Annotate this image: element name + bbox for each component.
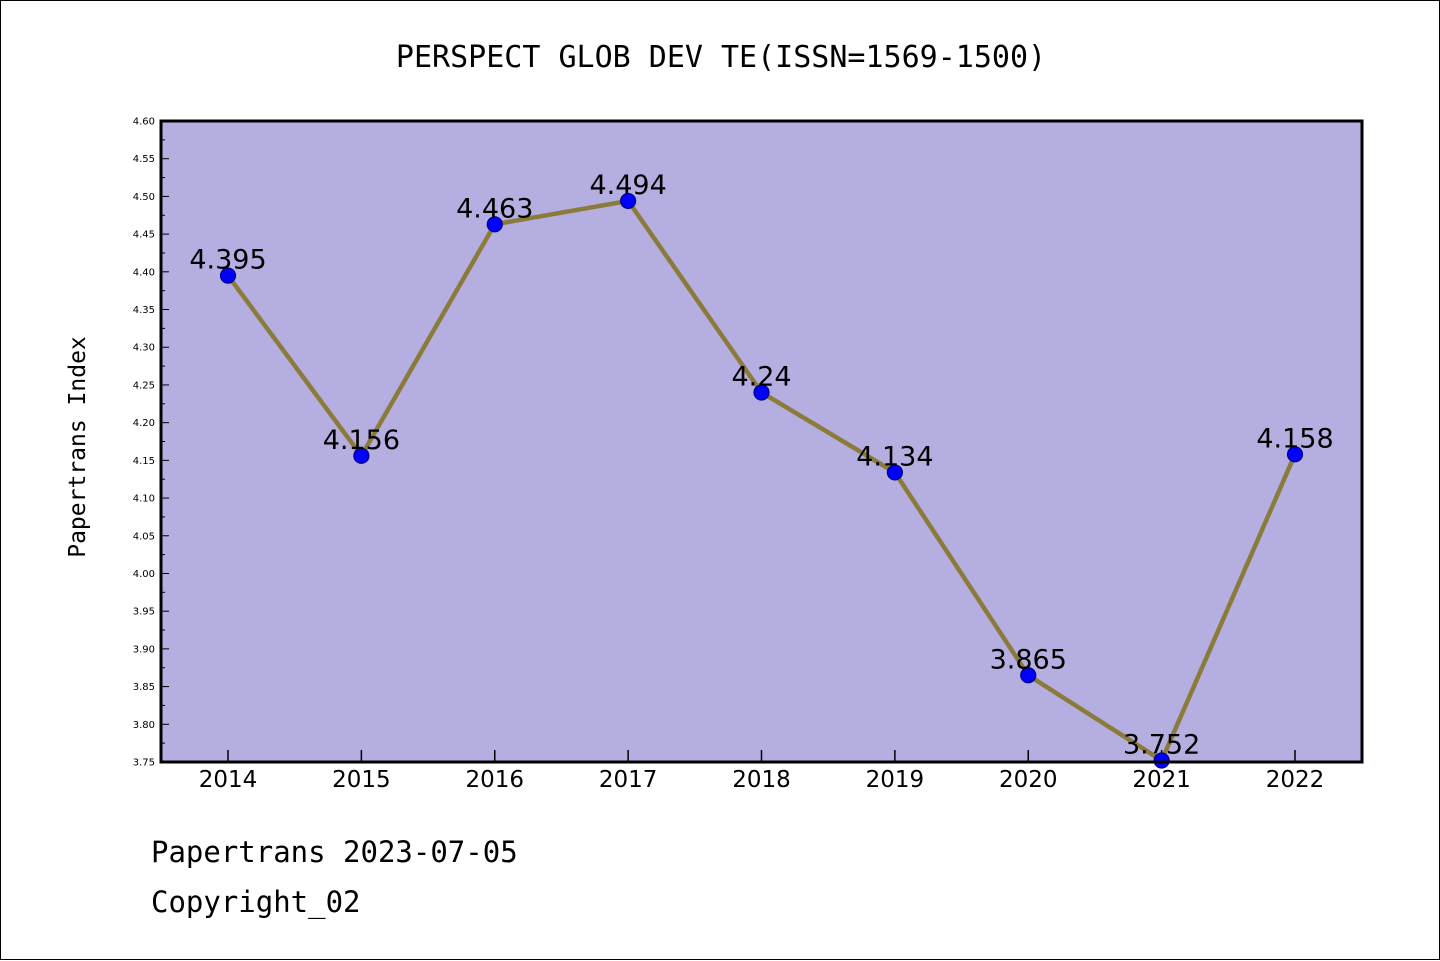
- x-tick-label: 2018: [732, 767, 791, 793]
- x-tick-label: 2021: [1132, 767, 1191, 793]
- y-tick-label: 4.60: [133, 117, 155, 128]
- y-tick-label: 4.10: [133, 494, 155, 505]
- data-point: [886, 464, 903, 481]
- y-axis-label: Papertrans Index: [65, 336, 91, 558]
- x-tick-label: 2015: [332, 767, 391, 793]
- y-tick-label: 3.95: [133, 607, 155, 618]
- data-label: 4.494: [589, 170, 666, 201]
- footer-date: Papertrans 2023-07-05: [151, 835, 518, 869]
- data-label: 4.463: [456, 193, 533, 224]
- data-label: 4.24: [731, 361, 791, 392]
- footer-copyright: Copyright_02: [151, 885, 361, 919]
- y-tick-label: 3.90: [133, 644, 155, 655]
- series-markers: [219, 192, 1304, 769]
- chart-title: PERSPECT GLOB DEV TE(ISSN=1569-1500): [396, 40, 1046, 75]
- data-point: [219, 267, 237, 284]
- y-tick-label: 4.20: [133, 418, 155, 429]
- x-tick-label: 2014: [199, 767, 258, 793]
- axis-ticks: 3.75 3.80 3.85 3.90 3.95 4.00 4.05 4.10 4.15 4.20…: [133, 117, 1325, 794]
- y-tick-label: 4.50: [133, 192, 155, 203]
- x-tick-label: 2016: [465, 767, 524, 793]
- plot-border: [159, 119, 1364, 764]
- y-tick-label: 4.05: [133, 531, 155, 542]
- y-tick-label: 4.15: [133, 456, 155, 467]
- data-point: [1020, 667, 1037, 684]
- y-tick-label: 3.75: [133, 758, 155, 769]
- plot-area: [161, 121, 1362, 762]
- y-tick-label: 4.30: [133, 343, 155, 354]
- data-point: [620, 192, 637, 210]
- y-tick-label: 4.55: [133, 154, 155, 165]
- y-tick-label: 4.35: [133, 305, 155, 316]
- data-label: 4.156: [323, 425, 400, 456]
- x-tick-label: 2020: [999, 767, 1058, 793]
- data-label: 4.158: [1256, 423, 1333, 454]
- x-tick-label: 2019: [866, 767, 925, 793]
- data-label: 4.134: [856, 441, 933, 472]
- data-labels: 4.395 4.156 4.463 4.494 4.24 4.134 3.865 3.752 4…: [189, 170, 1333, 761]
- x-tick-label: 2017: [599, 767, 658, 793]
- y-tick-label: 4.40: [133, 267, 155, 278]
- data-point: [486, 216, 503, 233]
- data-point: [753, 384, 770, 401]
- x-tick-label: 2022: [1266, 767, 1325, 793]
- y-tick-label: 3.85: [133, 682, 155, 693]
- y-tick-label: 3.80: [133, 720, 155, 731]
- data-point: [353, 447, 370, 464]
- y-tick-label: 4.45: [133, 230, 155, 241]
- data-label: 4.395: [189, 245, 266, 276]
- data-label: 3.865: [990, 644, 1067, 675]
- data-point: [1286, 446, 1304, 463]
- data-point: [1153, 752, 1170, 769]
- data-label: 3.752: [1123, 729, 1200, 760]
- y-tick-label: 4.00: [133, 569, 155, 580]
- y-tick-label: 4.25: [133, 380, 155, 391]
